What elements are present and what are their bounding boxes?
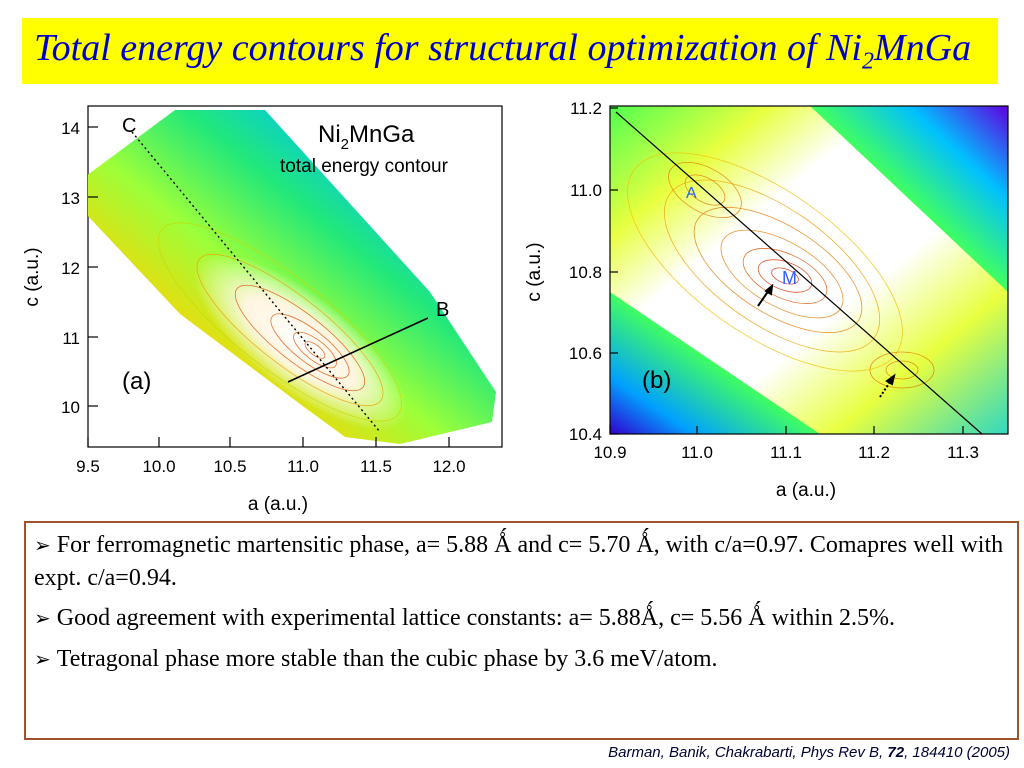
energy-contour-band-a: [88, 110, 496, 444]
y-tick-b: 11.0: [570, 181, 602, 200]
y-tick-a: 11: [62, 329, 80, 348]
x-tick-b: 11.3: [947, 443, 979, 462]
x-tick-a: 10.5: [213, 457, 246, 476]
findings-box: ➢ For ferromagnetic martensitic phase, a=…: [24, 521, 1019, 740]
y-tick-b: 11.2: [570, 99, 602, 118]
x-axis-label-b: a (a.u.): [776, 480, 836, 501]
x-tick-b: 11.0: [681, 443, 713, 462]
bullet-item: ➢ Good agreement with experimental lattic…: [34, 605, 895, 631]
arrow-bullet-icon: ➢: [34, 535, 51, 557]
y-tick-b: 10.6: [569, 344, 602, 363]
panel-b-label: (b): [642, 367, 671, 394]
x-tick-a: 11.0: [287, 457, 319, 476]
arrow-icon: [757, 283, 896, 398]
x-tick-a: 10.0: [142, 457, 175, 476]
bullet-item: ➢ For ferromagnetic martensitic phase, a=…: [34, 532, 1004, 591]
bullet-item: ➢ Tetragonal phase more stable than the c…: [34, 646, 718, 672]
y-axis-a: [88, 126, 98, 407]
y-tick-a: 10: [61, 398, 80, 417]
y-tick-a: 12: [61, 259, 80, 278]
title-banner: Total energy contours for structural opt…: [22, 18, 998, 84]
x-axis-b: [609, 426, 964, 434]
energy-contour-field-b: [610, 106, 1008, 434]
point-b-label: B: [436, 299, 449, 321]
y-tick-a: 13: [61, 189, 80, 208]
arrow-bullet-icon: ➢: [34, 649, 51, 671]
y-axis-b: [610, 107, 618, 435]
contour-plot-a: C B (a) Ni2MnGa total energy contour 14 …: [0, 92, 515, 520]
optimization-path-b: [615, 111, 983, 435]
compound-label-a: Ni2MnGa: [318, 121, 415, 153]
panel-a-label: (a): [122, 368, 151, 395]
point-a-label: A: [686, 185, 697, 202]
y-axis-label-a: c (a.u.): [22, 247, 43, 306]
x-tick-b: 11.1: [770, 443, 802, 462]
x-tick-a: 11.5: [360, 457, 392, 476]
citation: Barman, Banik, Chakrabarti, Phys Rev B, …: [608, 744, 1010, 761]
plot-frame-b: [609, 105, 1009, 435]
slide-title: Total energy contours for structural opt…: [34, 27, 972, 75]
arrow-bullet-icon: ➢: [34, 608, 51, 630]
point-c-label: C: [122, 115, 136, 137]
y-axis-label-b: c (a.u.): [524, 242, 545, 301]
point-m-label: M: [782, 268, 797, 288]
x-axis-a: [87, 437, 450, 447]
y-tick-b: 10.8: [569, 263, 602, 282]
contour-subtitle: total energy contour: [280, 156, 449, 177]
x-axis-label-a: a (a.u.): [248, 494, 308, 515]
x-tick-b: 10.9: [593, 443, 626, 462]
x-tick-b: 11.2: [858, 443, 890, 462]
x-tick-a: 12.0: [432, 457, 465, 476]
contour-plot-b: A M (b) 11.2 11.0 10.8 10.6 10.4 10.9 11…: [520, 92, 1024, 520]
y-tick-b: 10.4: [569, 425, 602, 444]
x-tick-a: 9.5: [76, 457, 100, 476]
y-tick-a: 14: [61, 119, 80, 138]
line-b-path: [287, 317, 429, 383]
